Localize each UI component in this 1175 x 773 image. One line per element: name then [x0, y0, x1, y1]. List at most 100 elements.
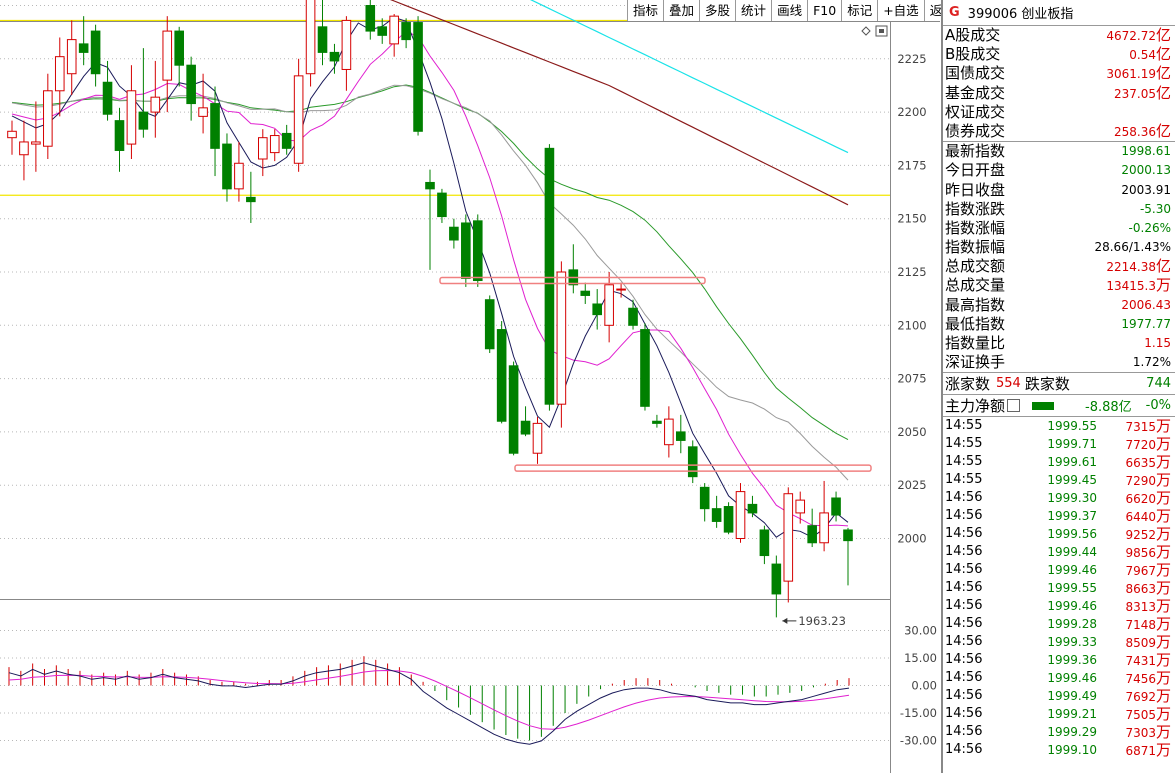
candle[interactable]: [126, 65, 137, 160]
candle[interactable]: [198, 73, 208, 134]
candle[interactable]: [640, 323, 650, 411]
candle[interactable]: [377, 18, 388, 44]
toolbar-button-0[interactable]: 指标: [628, 0, 665, 21]
candle[interactable]: [162, 16, 173, 113]
candle[interactable]: [616, 282, 626, 298]
stat-number: 1977.77: [1121, 316, 1171, 331]
candle[interactable]: [66, 20, 77, 96]
candle[interactable]: [425, 169, 435, 270]
candle[interactable]: [437, 188, 447, 223]
candle[interactable]: [508, 361, 519, 456]
resistance-box[interactable]: [439, 276, 706, 285]
support-box[interactable]: [514, 464, 872, 472]
candle[interactable]: [723, 502, 734, 535]
candle[interactable]: [556, 261, 567, 428]
candle[interactable]: [496, 321, 507, 424]
candle[interactable]: [365, 0, 376, 40]
tick-list[interactable]: 14:55 1999.55 7315万 14:55 1999.71 7720万 14:55 1…: [943, 417, 1175, 759]
candle[interactable]: [687, 440, 698, 484]
candle[interactable]: [19, 120, 29, 181]
expand-box-icon[interactable]: [1007, 399, 1021, 413]
toolbar-button-1[interactable]: 叠加: [664, 0, 701, 21]
tick-price: 1999.29: [1047, 725, 1097, 740]
toolbar-button-7[interactable]: +自选: [878, 0, 925, 21]
candle[interactable]: [246, 171, 256, 223]
candle-body: [449, 226, 459, 241]
candle[interactable]: [449, 218, 459, 249]
macd-axis-label: 30.00: [904, 624, 937, 638]
toolbar-button-2[interactable]: 多股: [700, 0, 737, 21]
candle[interactable]: [234, 141, 244, 202]
candle[interactable]: [389, 14, 399, 57]
diamond-icon[interactable]: [861, 26, 871, 36]
candle[interactable]: [628, 299, 638, 330]
candle[interactable]: [759, 525, 770, 565]
tick-volume: 7290万: [1097, 471, 1171, 489]
candle-body: [114, 120, 125, 151]
candle[interactable]: [7, 120, 17, 155]
candle[interactable]: [269, 129, 280, 162]
candle[interactable]: [258, 129, 268, 177]
candle[interactable]: [43, 73, 53, 160]
candle-body: [401, 22, 411, 41]
candle[interactable]: [317, 0, 328, 66]
candle[interactable]: [795, 491, 806, 524]
tick-price: 1999.46: [1047, 671, 1097, 686]
candle[interactable]: [843, 527, 853, 586]
ma-cyan-line: [529, 0, 849, 154]
candle[interactable]: [783, 487, 794, 603]
candle[interactable]: [138, 48, 149, 138]
candle[interactable]: [819, 480, 829, 552]
candle-body: [640, 329, 650, 407]
candle[interactable]: [341, 16, 352, 91]
candle[interactable]: [305, 0, 316, 87]
candle[interactable]: [174, 26, 184, 87]
candle[interactable]: [222, 133, 232, 202]
candle[interactable]: [484, 295, 495, 354]
candle[interactable]: [676, 414, 686, 454]
tick-volume-unit: 万: [1155, 417, 1171, 436]
toolbar-button-6[interactable]: 标记: [842, 0, 879, 21]
candle[interactable]: [102, 60, 113, 121]
toolbar-button-5[interactable]: F10: [808, 0, 843, 21]
candle[interactable]: [807, 508, 817, 548]
candle[interactable]: [413, 16, 423, 136]
candle[interactable]: [150, 60, 161, 138]
candle[interactable]: [771, 555, 782, 618]
candle-body: [652, 420, 662, 424]
candle[interactable]: [592, 289, 602, 330]
candle[interactable]: [281, 124, 292, 155]
candle[interactable]: [186, 56, 196, 121]
tick-volume-unit: 万: [1155, 525, 1171, 544]
candle[interactable]: [90, 24, 101, 87]
candle[interactable]: [831, 491, 841, 522]
candle[interactable]: [652, 414, 662, 428]
candle[interactable]: [54, 37, 65, 117]
candle[interactable]: [293, 58, 304, 172]
candle[interactable]: [78, 16, 89, 66]
candle[interactable]: [401, 18, 411, 49]
candle[interactable]: [472, 214, 483, 287]
g-badge[interactable]: G: [949, 5, 960, 20]
candle[interactable]: [461, 214, 471, 287]
candle[interactable]: [31, 101, 41, 172]
candle[interactable]: [580, 282, 591, 304]
toolbar-button-3[interactable]: 统计: [736, 0, 773, 21]
toolbar-button-4[interactable]: 画线: [772, 0, 809, 21]
chart-area[interactable]: 2450242524002375235023252300227522502225…: [0, 0, 961, 773]
candle-body: [90, 30, 101, 75]
candle[interactable]: [532, 416, 543, 464]
candle[interactable]: [329, 43, 340, 74]
candle[interactable]: [114, 107, 125, 172]
candle[interactable]: [699, 483, 710, 522]
candle[interactable]: [711, 495, 722, 528]
candle[interactable]: [735, 483, 746, 543]
candle[interactable]: [747, 495, 758, 518]
tick-volume-unit: 万: [1155, 579, 1171, 598]
candle[interactable]: [520, 406, 531, 437]
candle[interactable]: [664, 406, 674, 458]
kline-chart[interactable]: 2450242524002375235023252300227522502225…: [0, 0, 940, 773]
stat-label: 深证换手: [945, 353, 1006, 372]
candle-body: [150, 96, 161, 113]
candle[interactable]: [210, 86, 220, 177]
